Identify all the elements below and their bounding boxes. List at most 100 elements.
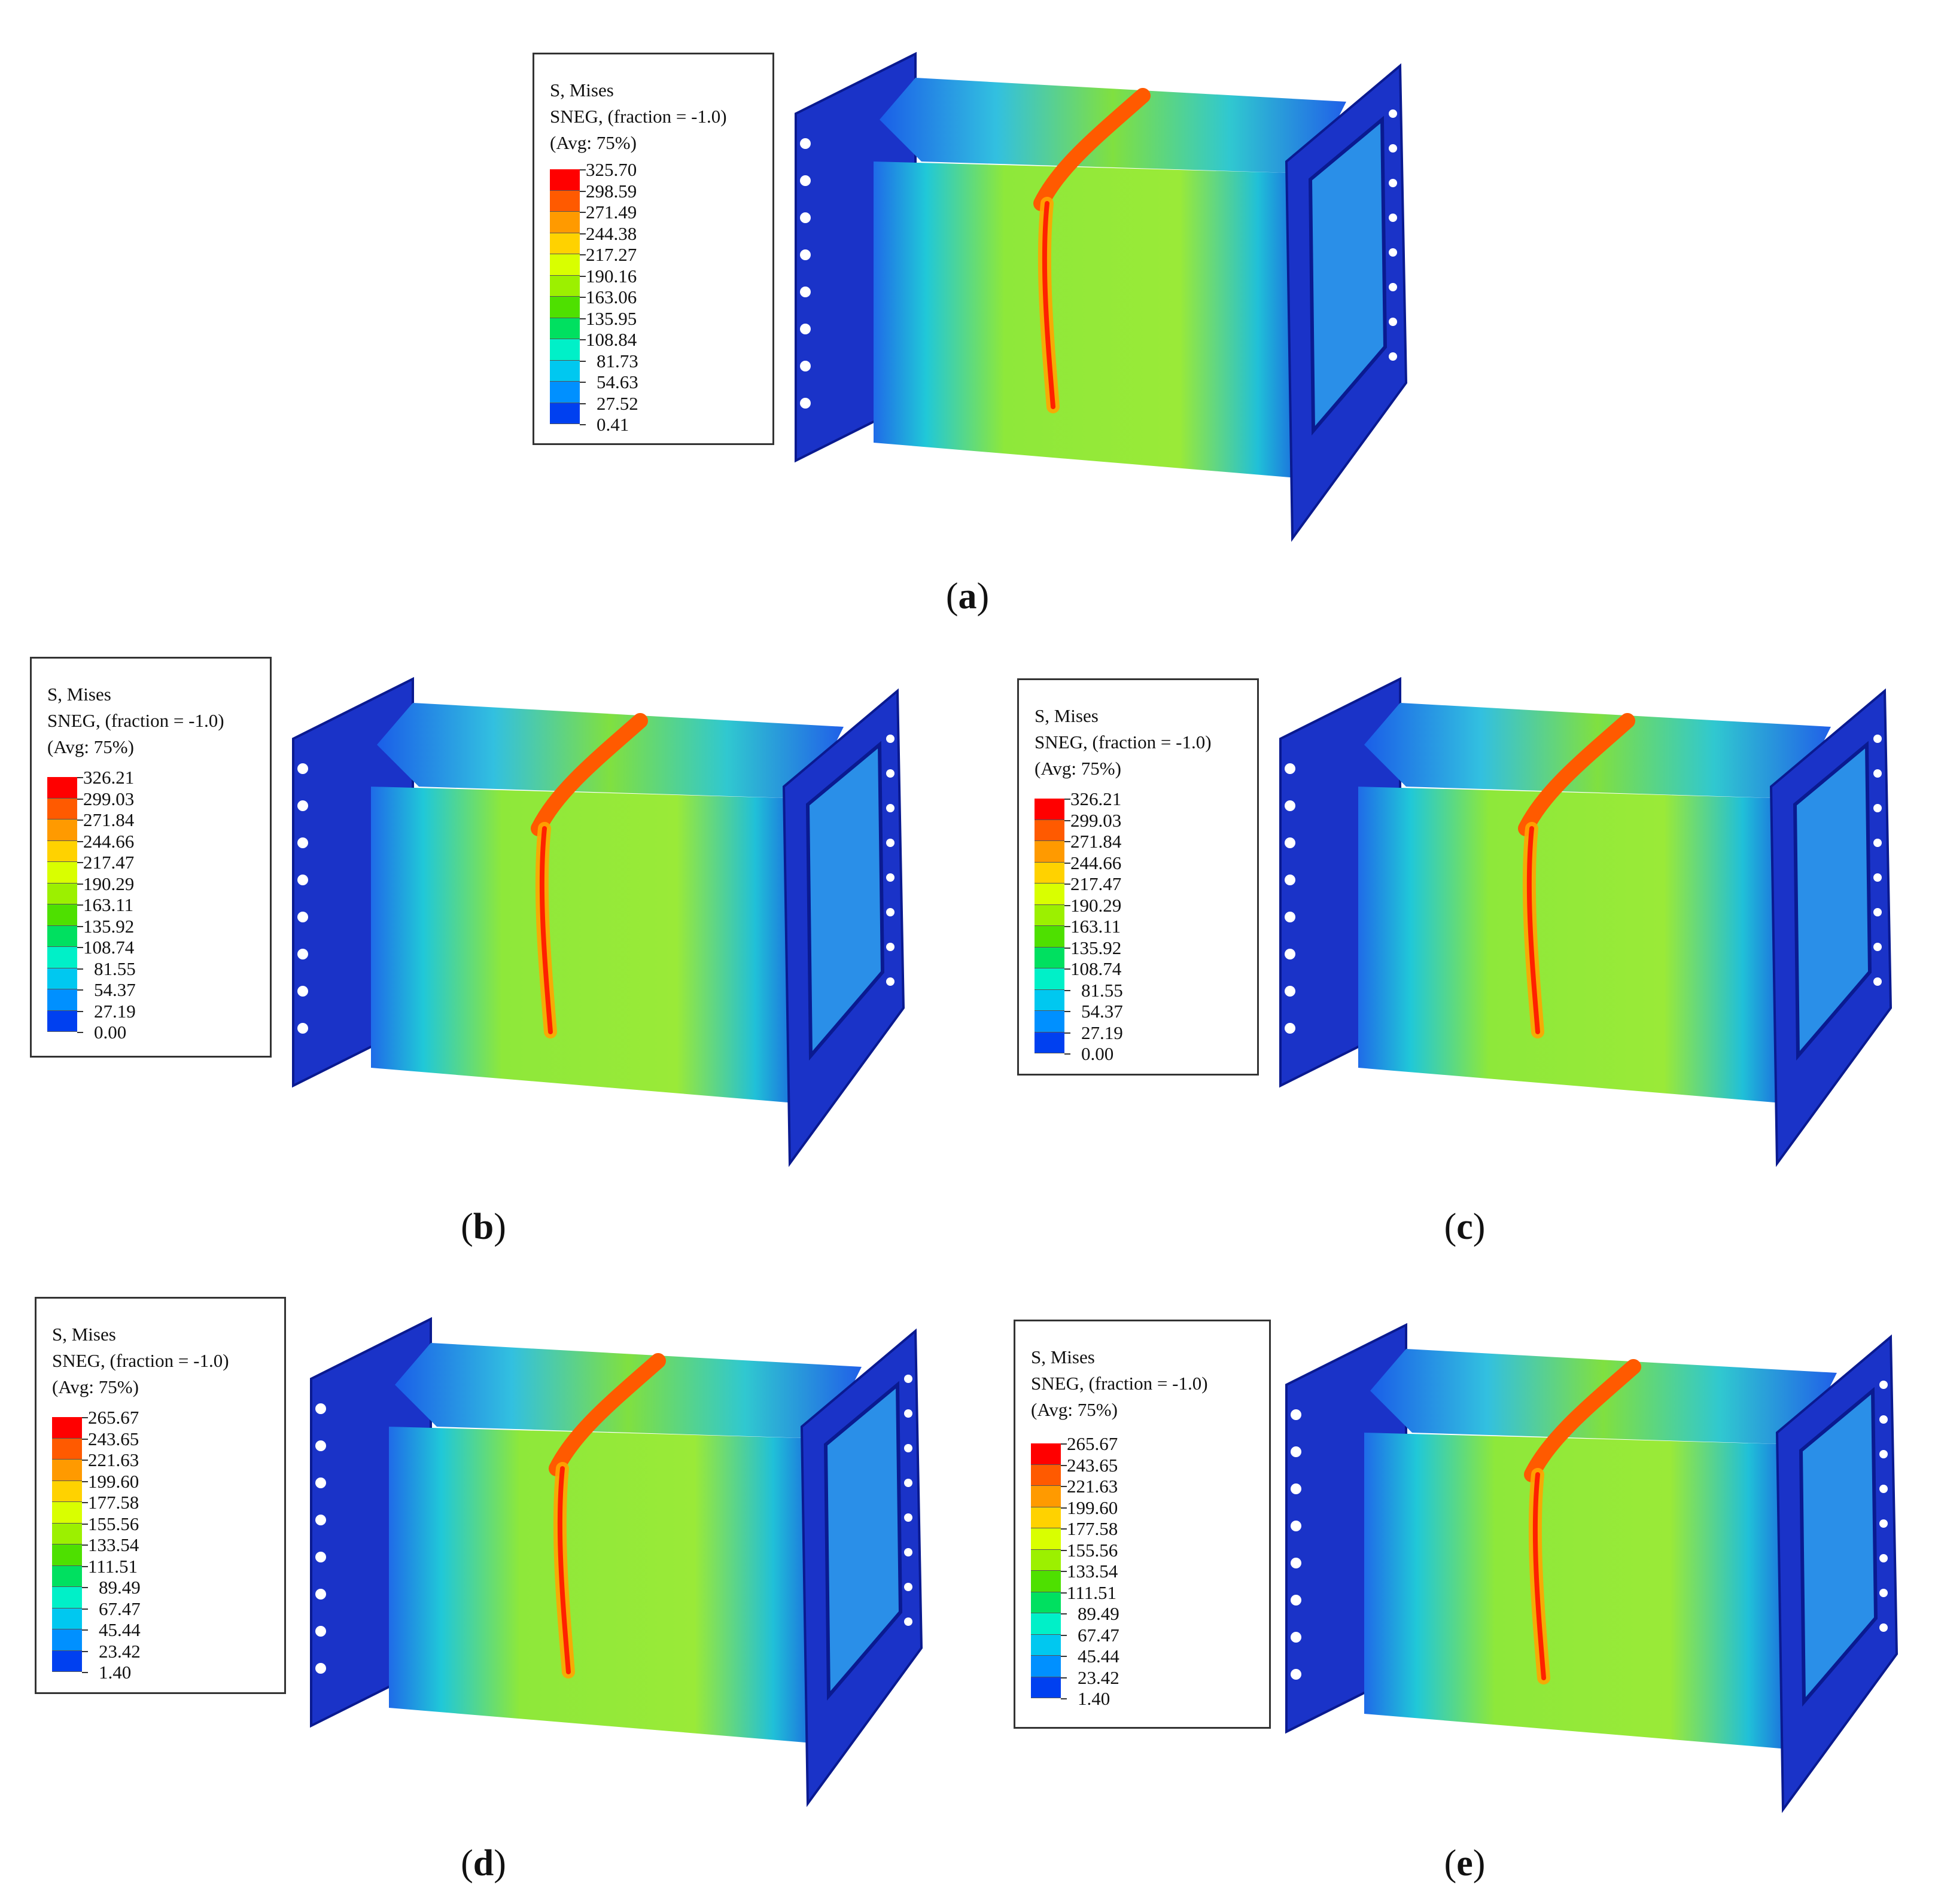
legend-value: 244.66 [83,830,135,852]
legend-tick [82,1460,88,1461]
legend-value: 163.06 [586,287,637,307]
stress-core [1526,826,1540,1034]
legend-tick [1064,884,1070,885]
contour-swatch [52,1650,82,1672]
legend-tick [580,275,586,277]
legend-tick [82,1438,88,1440]
bolt-hole [904,1617,912,1626]
legend-tick [1064,989,1070,991]
contour-swatch [52,1565,82,1587]
legend-value: 23.42 [99,1640,141,1662]
legend-value: 265.67 [1067,1433,1118,1454]
legend-title: S, Mises [1031,1346,1095,1367]
bolt-hole [1879,1450,1888,1458]
legend-value: 54.37 [1081,1001,1123,1022]
legend-value: 177.58 [1067,1518,1118,1539]
legend-value: 27.19 [94,1000,136,1022]
bolt-hole [315,1515,326,1525]
bolt-hole [1873,804,1882,812]
bolt-hole [1291,1483,1301,1494]
contour-swatch [550,382,580,403]
bolt-hole [1285,837,1295,848]
legend-tick [1061,1634,1067,1636]
legend-value: 27.52 [597,392,638,414]
legend-value: 244.66 [1070,852,1122,873]
legend-tick [580,318,586,319]
legend-value: 221.63 [1067,1476,1118,1497]
legend-a: S, Mises SNEG, (fraction = -1.0) (Avg: 7… [533,53,774,445]
legend-value: 190.29 [1070,894,1122,916]
bolt-hole [904,1375,912,1383]
caption-e: (e) [1444,1843,1486,1884]
contour-swatch [1035,904,1064,926]
bolt-hole [904,1479,912,1487]
legend-value: 81.55 [1081,979,1123,1001]
stress-core [539,826,553,1034]
legend-tick [580,382,586,383]
legend-tick [580,190,586,192]
legend-subtitle: SNEG, (fraction = -1.0) [52,1350,229,1371]
legend-value: 0.00 [1081,1043,1114,1064]
legend-value: 111.51 [88,1555,138,1577]
legend-tick [77,862,83,863]
legend-value: 190.16 [586,265,637,287]
bolt-hole [1879,1554,1888,1562]
caption-c: (c) [1444,1207,1486,1247]
bolt-hole [1389,109,1397,118]
contour-swatch [1035,947,1064,968]
legend-value: 54.63 [597,371,638,392]
contour-swatch [1035,799,1064,820]
legend-tick [1061,1549,1067,1551]
legend-tick [1064,1011,1070,1012]
contour-swatch [52,1587,82,1609]
stress-band-top [549,1353,666,1476]
contour-swatch [550,360,580,382]
legend-value: 326.21 [1070,788,1122,809]
contour-swatch [47,840,77,862]
contour-bar [47,777,77,1032]
contour-swatch [52,1460,82,1481]
legend-tick [580,339,586,340]
legend-avg: (Avg: 75%) [550,132,637,153]
legend-tick [1061,1592,1067,1594]
legend-tick [580,233,586,234]
bolt-hole [886,769,895,778]
legend-subtitle: SNEG, (fraction = -1.0) [1031,1373,1208,1394]
contour-swatch [550,403,580,424]
bolt-hole [315,1552,326,1562]
contour-swatch [47,904,77,926]
legend-tick [77,820,83,821]
contour-swatch [1035,820,1064,841]
legend-tick [580,403,586,404]
caption-letter: a [958,576,977,617]
bolt-hole [315,1477,326,1488]
bolt-hole [1285,912,1295,922]
bolt-hole [1291,1409,1301,1420]
legend-tick [1064,947,1070,949]
legend-tick [82,1480,88,1482]
legend-value: 1.40 [99,1662,132,1683]
bolt-hole [886,908,895,916]
bolt-hole [1879,1519,1888,1528]
contour-swatch [47,798,77,820]
legend-value: 0.00 [94,1022,127,1043]
legend-tick [82,1417,88,1418]
legend-value: 155.56 [88,1513,139,1534]
legend-tick [82,1523,88,1525]
bolt-hole [297,875,308,885]
bolt-hole [1285,763,1295,774]
contour-swatch [47,989,77,1011]
contour-bar [52,1417,82,1672]
stress-core [1532,1472,1546,1680]
legend-tick [82,1544,88,1546]
front-web [874,162,1310,479]
legend-tick [580,424,586,425]
contour-swatch [550,275,580,297]
contour-swatch [52,1629,82,1651]
right-end-opening [823,1381,903,1701]
contour-swatch [47,883,77,904]
bolt-hole [1879,1415,1888,1424]
legend-tick [1061,1464,1067,1466]
bolt-hole [886,977,895,986]
legend-value: 67.47 [1078,1624,1119,1646]
